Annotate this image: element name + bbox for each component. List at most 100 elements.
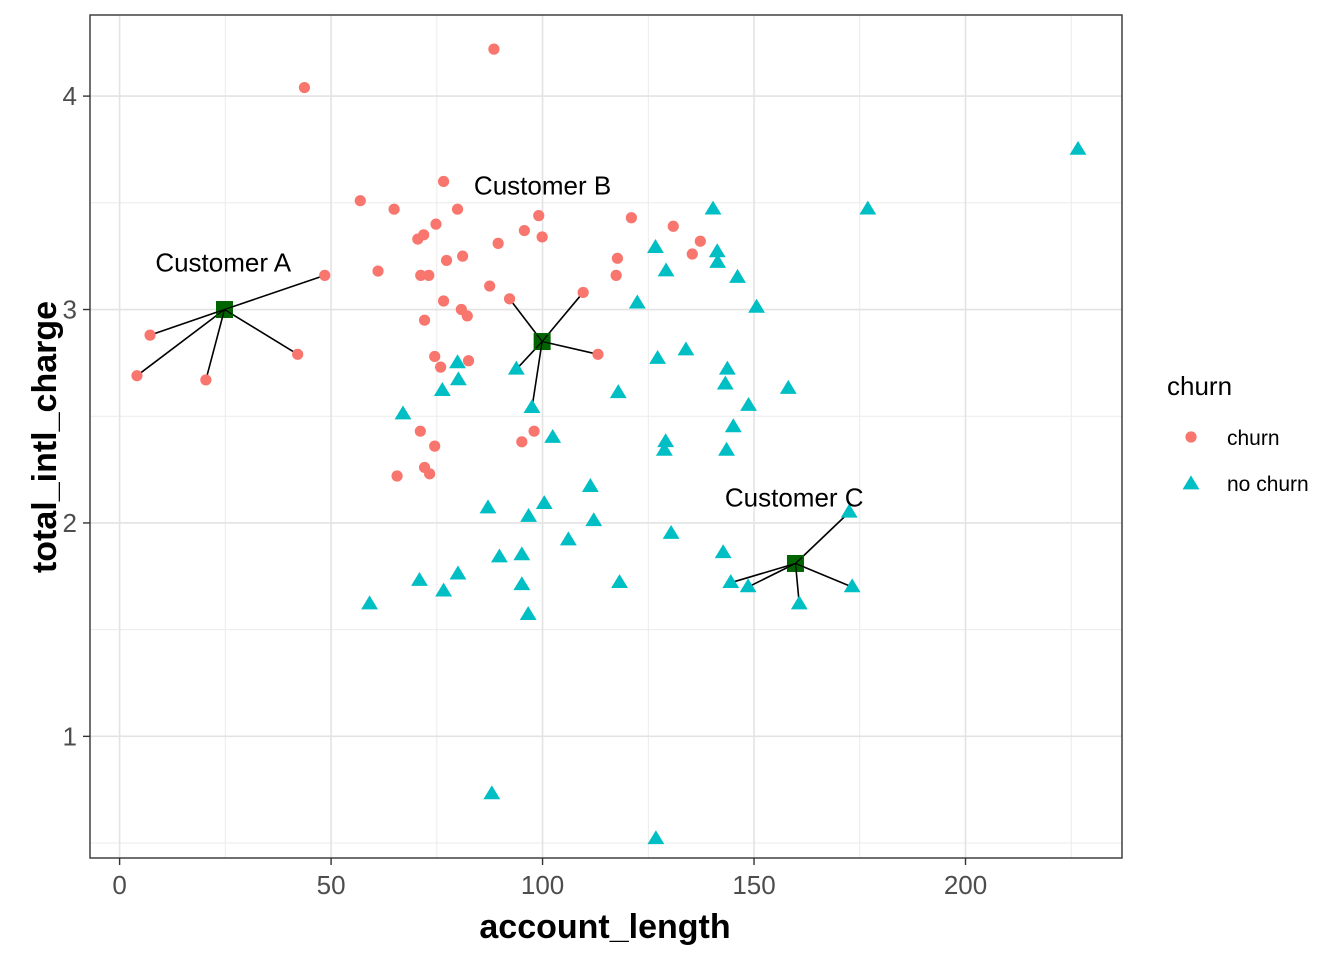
- churn-point: [461, 310, 473, 322]
- neighbor-line-start: [216, 309, 225, 316]
- legend-title: churn: [1167, 371, 1232, 401]
- neighbor-line: [149, 308, 225, 336]
- customer-label: Customer C: [725, 482, 864, 512]
- churn-point: [667, 220, 679, 232]
- churn-point: [440, 254, 453, 267]
- churn-point: [611, 252, 624, 264]
- neighbor-line: [794, 511, 850, 565]
- x-tick-label: 50: [317, 870, 346, 900]
- no-churn-point: [1069, 140, 1087, 155]
- churn-point: [457, 250, 469, 262]
- churn-point: [610, 269, 622, 281]
- no-churn-point: [483, 785, 501, 800]
- churn-point: [488, 43, 500, 55]
- no-churn-point: [609, 384, 627, 399]
- no-churn-point: [647, 830, 665, 845]
- no-churn-point: [585, 512, 603, 527]
- customer-label: Customer A: [155, 248, 291, 278]
- y-axis: 1 2 3 4: [63, 81, 90, 751]
- no-churn-point: [507, 360, 525, 375]
- no-churn-point: [513, 576, 531, 591]
- neighbor-line-start: [536, 334, 543, 342]
- churn-point: [694, 235, 706, 247]
- no-churn-point: [704, 200, 722, 215]
- no-churn-point: [581, 478, 599, 492]
- churn-point: [292, 348, 304, 360]
- no-churn-point: [790, 595, 808, 610]
- no-churn-point: [677, 341, 695, 356]
- no-churn-point: [843, 578, 861, 593]
- neighbor-line: [541, 340, 599, 356]
- no-churn-point: [722, 574, 740, 589]
- no-churn-point: [647, 239, 664, 253]
- churn-point: [429, 350, 441, 363]
- churn-point: [372, 265, 384, 277]
- no-churn-point: [718, 360, 736, 375]
- no-churn-point: [729, 268, 746, 283]
- no-churn-point: [490, 548, 508, 563]
- plot-panel-border: [89, 14, 1123, 859]
- neighbor-line-start: [541, 334, 549, 342]
- no-churn-point: [535, 495, 553, 510]
- neighbor-line-start: [535, 341, 543, 349]
- no-churn-point: [449, 371, 467, 386]
- no-churn-point: [716, 375, 734, 390]
- churn-point: [592, 348, 604, 360]
- churn-point: [536, 231, 548, 243]
- churn-point: [412, 233, 424, 245]
- no-churn-point: [513, 546, 531, 561]
- no-churn-point: [411, 571, 428, 586]
- no-churn-point: [611, 574, 628, 589]
- no-churn-point: [628, 294, 646, 309]
- neighbor-line: [730, 562, 796, 584]
- churn-point: [484, 280, 496, 292]
- no-churn-point: [523, 399, 541, 414]
- no-churn-point: [739, 578, 757, 593]
- neighbor-line-start: [221, 309, 226, 319]
- churn-point: [429, 440, 441, 452]
- legend: churn churn no churn: [1167, 371, 1309, 496]
- churn-point: [492, 237, 504, 249]
- churn-point: [518, 224, 530, 237]
- major-gridlines: [90, 15, 1122, 858]
- neighbor-line: [136, 308, 225, 377]
- no-churn-point: [657, 262, 675, 277]
- no-churn-point: [708, 243, 726, 258]
- churn-point: [414, 425, 426, 437]
- churn-point: [503, 293, 516, 305]
- churn-point: [424, 468, 436, 480]
- no-churn-point: [840, 503, 858, 518]
- no-churn-point: [662, 525, 680, 539]
- neighbor-line-start: [224, 309, 233, 315]
- legend-label: churn: [1227, 427, 1280, 450]
- customer-label: Customer B: [474, 171, 611, 201]
- no-churn-point: [657, 433, 675, 448]
- y-tick-label: 3: [63, 295, 77, 325]
- neighbor-line-start: [542, 340, 552, 345]
- no-churn-point: [714, 544, 732, 559]
- neighbor-line-start: [540, 341, 543, 351]
- no-churn-point: [544, 428, 562, 443]
- no-churn-point: [394, 405, 412, 420]
- churn-point: [388, 203, 400, 215]
- minor-gridlines: [90, 15, 1122, 858]
- x-tick-label: 200: [944, 870, 987, 900]
- neighbor-line-start: [795, 556, 803, 564]
- no-churn-point: [779, 379, 797, 394]
- neighbor-line-start: [794, 563, 797, 573]
- y-tick-label: 1: [63, 721, 77, 751]
- no-churn-point: [520, 507, 538, 522]
- no-churn-point: [724, 418, 742, 433]
- legend-entries: churn no churn: [1182, 427, 1309, 496]
- x-tick-label: 150: [732, 870, 775, 900]
- no-churn-point: [748, 298, 765, 313]
- churn-point: [144, 329, 156, 341]
- churn-point: [437, 175, 450, 188]
- no-churn-point: [559, 531, 577, 546]
- neighbor-line: [531, 341, 543, 408]
- no-churn-point: [361, 595, 378, 610]
- churn-point: [298, 81, 311, 94]
- y-tick-label: 2: [63, 508, 77, 538]
- highlighted-customers: [215, 301, 805, 573]
- churn-point: [533, 210, 545, 222]
